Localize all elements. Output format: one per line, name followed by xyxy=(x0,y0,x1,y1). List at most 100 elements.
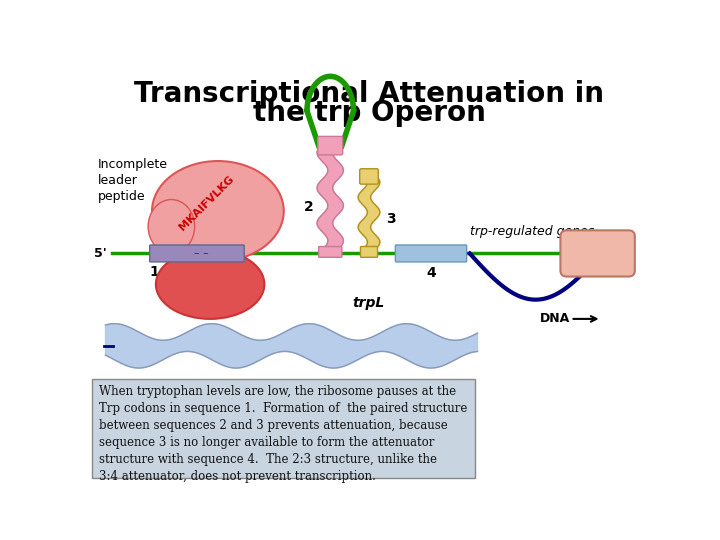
Polygon shape xyxy=(323,197,340,199)
Ellipse shape xyxy=(152,161,284,261)
Polygon shape xyxy=(325,235,343,237)
Polygon shape xyxy=(317,186,333,188)
Polygon shape xyxy=(318,190,333,192)
Polygon shape xyxy=(317,188,333,190)
Text: 1: 1 xyxy=(150,265,159,279)
Polygon shape xyxy=(359,224,372,226)
Polygon shape xyxy=(324,176,341,177)
Polygon shape xyxy=(358,226,371,227)
Text: trp-regulated genes: trp-regulated genes xyxy=(469,225,594,238)
Polygon shape xyxy=(318,192,335,193)
Polygon shape xyxy=(358,227,371,229)
Polygon shape xyxy=(318,147,335,149)
Polygon shape xyxy=(327,202,343,204)
Polygon shape xyxy=(364,206,378,208)
Polygon shape xyxy=(319,181,336,183)
Polygon shape xyxy=(318,185,333,186)
Polygon shape xyxy=(319,146,336,147)
Polygon shape xyxy=(327,172,343,174)
Polygon shape xyxy=(366,210,379,211)
Polygon shape xyxy=(360,202,374,204)
Text: 2: 2 xyxy=(304,200,313,214)
Polygon shape xyxy=(318,149,333,151)
Polygon shape xyxy=(328,204,343,206)
Polygon shape xyxy=(325,165,343,167)
Polygon shape xyxy=(367,241,380,242)
Polygon shape xyxy=(328,168,343,170)
Polygon shape xyxy=(318,156,335,158)
Polygon shape xyxy=(366,184,379,185)
Polygon shape xyxy=(318,218,335,220)
Polygon shape xyxy=(358,196,371,197)
Polygon shape xyxy=(364,236,378,238)
Polygon shape xyxy=(328,170,343,172)
FancyBboxPatch shape xyxy=(360,168,378,184)
Text: trpL: trpL xyxy=(353,296,385,310)
Polygon shape xyxy=(324,211,341,213)
Polygon shape xyxy=(359,229,372,230)
Polygon shape xyxy=(367,242,380,244)
Polygon shape xyxy=(319,158,336,160)
Polygon shape xyxy=(323,248,340,249)
Polygon shape xyxy=(319,228,336,230)
Polygon shape xyxy=(325,244,343,246)
Polygon shape xyxy=(324,163,341,165)
Polygon shape xyxy=(363,235,377,236)
Polygon shape xyxy=(321,214,338,216)
Polygon shape xyxy=(363,218,377,220)
Polygon shape xyxy=(359,193,372,194)
Polygon shape xyxy=(106,323,477,368)
Polygon shape xyxy=(360,232,374,233)
Polygon shape xyxy=(366,179,379,181)
Polygon shape xyxy=(359,222,372,224)
Polygon shape xyxy=(359,199,372,200)
Polygon shape xyxy=(318,220,333,221)
Polygon shape xyxy=(364,187,378,188)
Polygon shape xyxy=(319,216,336,218)
Polygon shape xyxy=(363,248,377,249)
Polygon shape xyxy=(366,178,379,179)
FancyBboxPatch shape xyxy=(92,379,475,478)
Polygon shape xyxy=(361,190,375,191)
Polygon shape xyxy=(318,225,333,227)
Polygon shape xyxy=(328,239,343,241)
Polygon shape xyxy=(328,241,343,242)
Polygon shape xyxy=(367,211,380,212)
Polygon shape xyxy=(321,160,338,161)
Polygon shape xyxy=(317,153,333,154)
Polygon shape xyxy=(321,195,338,197)
Polygon shape xyxy=(323,232,340,234)
Polygon shape xyxy=(359,194,372,196)
Polygon shape xyxy=(367,183,380,184)
Polygon shape xyxy=(317,221,333,223)
Text: the trp Operon: the trp Operon xyxy=(253,99,485,127)
Polygon shape xyxy=(317,223,333,225)
Polygon shape xyxy=(323,177,340,179)
Polygon shape xyxy=(327,167,343,168)
FancyBboxPatch shape xyxy=(150,245,244,262)
Polygon shape xyxy=(317,151,333,153)
Polygon shape xyxy=(358,197,371,199)
Polygon shape xyxy=(325,174,343,176)
Polygon shape xyxy=(366,185,379,187)
Text: – –: – – xyxy=(194,248,209,259)
Polygon shape xyxy=(363,188,377,190)
Polygon shape xyxy=(319,193,336,195)
Ellipse shape xyxy=(156,249,264,319)
FancyBboxPatch shape xyxy=(560,231,635,276)
Polygon shape xyxy=(327,242,343,244)
Text: When tryptophan levels are low, the ribosome pauses at the
Trp codons in sequenc: When tryptophan levels are low, the ribo… xyxy=(99,385,468,483)
FancyBboxPatch shape xyxy=(318,137,343,155)
Ellipse shape xyxy=(148,200,194,253)
Polygon shape xyxy=(364,247,378,248)
Polygon shape xyxy=(361,233,375,235)
Text: 4: 4 xyxy=(426,266,436,280)
Polygon shape xyxy=(327,237,343,239)
Polygon shape xyxy=(361,204,375,205)
Text: 5': 5' xyxy=(94,247,107,260)
Polygon shape xyxy=(367,212,380,214)
Polygon shape xyxy=(363,205,377,206)
Polygon shape xyxy=(318,227,335,228)
Polygon shape xyxy=(360,191,374,193)
Polygon shape xyxy=(323,213,340,214)
